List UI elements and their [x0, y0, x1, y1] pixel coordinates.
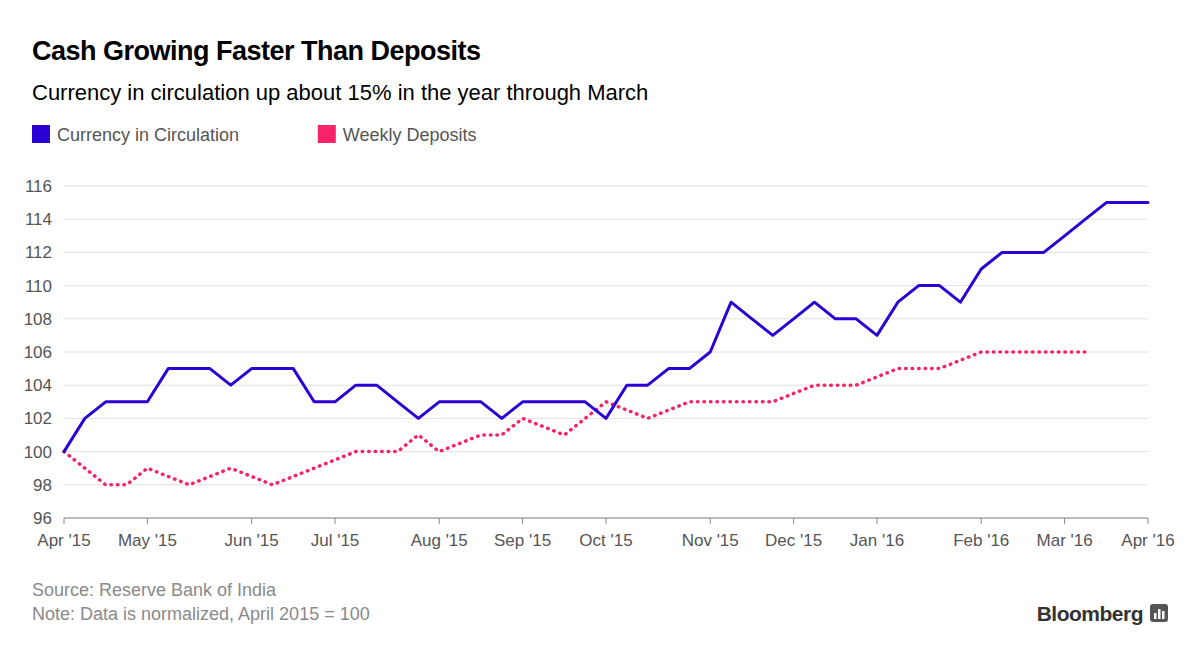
x-tick [606, 518, 607, 524]
subtitle: Currency in circulation up about 15% in … [32, 80, 648, 105]
y-tick-label: 104 [24, 376, 52, 395]
source: Source: Reserve Bank of India [32, 580, 277, 600]
legend-label: Currency in Circulation [57, 125, 239, 145]
legend-swatch [32, 125, 50, 143]
plot-area [64, 203, 1148, 485]
legend-swatch [318, 125, 336, 143]
x-tick [877, 518, 878, 524]
grid-line [64, 318, 1148, 319]
x-tick-label: Oct '15 [579, 531, 632, 550]
x-tick [710, 518, 711, 524]
x-tick [335, 518, 336, 524]
x-tick [981, 518, 982, 524]
logo-icon-bar [1158, 609, 1161, 619]
grid [64, 186, 1148, 518]
logo-icon [1150, 604, 1168, 622]
x-tick [793, 518, 794, 524]
x-tick-label: Jan '16 [850, 531, 904, 550]
y-tick-label: 106 [24, 343, 52, 362]
y-tick-label: 112 [25, 243, 52, 262]
x-tick-label: Feb '16 [953, 531, 1009, 550]
grid-line [64, 186, 1148, 187]
grid-line [64, 219, 1148, 220]
y-tick-label: 102 [24, 409, 52, 428]
x-tick [147, 518, 148, 524]
y-tick-label: 116 [25, 177, 52, 196]
x-tick [64, 518, 65, 524]
y-tick-label: 108 [24, 310, 52, 329]
x-tick-label: Dec '15 [765, 531, 822, 550]
x-tick-label: Apr '16 [1121, 531, 1174, 550]
logo: Bloomberg [1037, 602, 1143, 625]
x-tick [522, 518, 523, 524]
series-line [64, 352, 1085, 485]
x-tick-label: Nov '15 [682, 531, 739, 550]
chart: Cash Growing Faster Than Deposits Currenc… [0, 0, 1200, 658]
x-tick-label: Apr '15 [37, 531, 90, 550]
x-tick [1148, 518, 1149, 524]
x-tick-label: Jun '15 [224, 531, 278, 550]
grid-line [64, 385, 1148, 386]
y-tick-label: 98 [33, 476, 52, 495]
x-tick-label: May '15 [118, 531, 177, 550]
x-tick-label: Jul '15 [311, 531, 360, 550]
grid-line [64, 484, 1148, 485]
grid-line [64, 252, 1148, 253]
y-tick-label: 114 [25, 210, 52, 229]
title: Cash Growing Faster Than Deposits [32, 36, 481, 66]
x-tick-label: Sep '15 [494, 531, 551, 550]
y-tick-label: 110 [25, 277, 52, 296]
logo-icon-bar [1154, 613, 1157, 619]
note: Note: Data is normalized, April 2015 = 1… [32, 604, 370, 624]
y-tick-label: 100 [24, 443, 52, 462]
x-tick-label: Mar '16 [1037, 531, 1093, 550]
x-tick [251, 518, 252, 524]
x-tick [1064, 518, 1065, 524]
grid-line [64, 285, 1148, 286]
series-line [64, 203, 1148, 452]
x-tick [439, 518, 440, 524]
logo-icon-bar [1162, 611, 1165, 619]
grid-line [64, 451, 1148, 452]
legend-label: Weekly Deposits [343, 125, 477, 145]
x-tick-label: Aug '15 [411, 531, 468, 550]
y-tick-label: 96 [33, 509, 52, 528]
